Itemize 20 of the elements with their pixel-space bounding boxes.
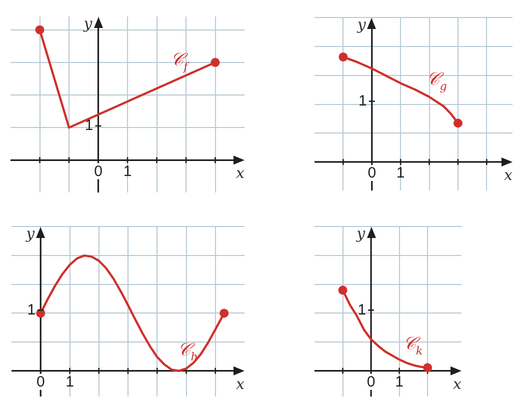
- annotation: 1: [358, 301, 366, 318]
- y-axis-title: y: [82, 14, 93, 32]
- y-axis-title: y: [25, 224, 36, 242]
- x-tick-label: 1: [395, 374, 404, 390]
- x-axis-title: x: [236, 164, 246, 182]
- x-axis-title: x: [504, 166, 514, 184]
- x-tick-label: 0: [368, 164, 376, 182]
- x-tick-label: 1: [123, 162, 132, 180]
- x-tick-label: 1: [396, 164, 405, 182]
- y-axis-title: y: [356, 224, 366, 242]
- annotation: 1: [84, 117, 94, 134]
- x-axis-title: x: [236, 374, 246, 393]
- x-axis-title: x: [453, 374, 462, 393]
- x-tick-label: 1: [66, 374, 74, 390]
- x-tick-label: 0: [366, 374, 376, 390]
- x-tick-label: 0: [94, 162, 102, 180]
- annotation: 1: [27, 301, 36, 318]
- y-axis-title: y: [356, 16, 366, 34]
- annotation: 1: [358, 92, 367, 110]
- x-tick-label: 0: [36, 374, 45, 390]
